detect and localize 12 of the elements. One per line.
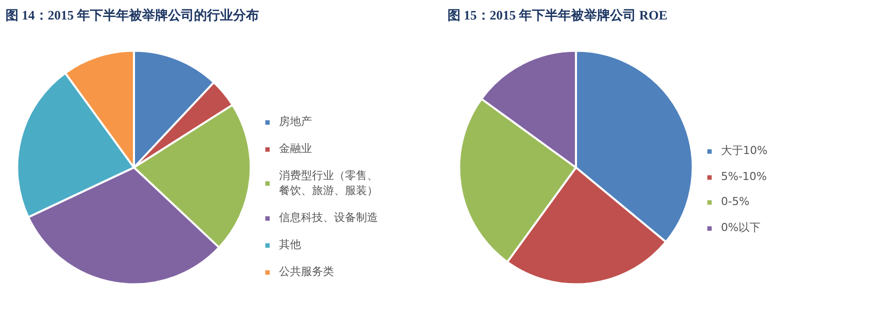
legend-label: 公共服务类 (279, 264, 334, 279)
chart-title: 图 15：2015 年下半年被举牌公司 ROE (448, 8, 668, 22)
legend-label: 消费型行业（零售、餐饮、旅游、服装） (279, 168, 378, 198)
legend-label: 0-5% (721, 195, 750, 208)
legend-label: 其他 (279, 237, 301, 252)
legend-label: 0%以下 (721, 220, 760, 235)
legend-label: 5%-10% (721, 170, 767, 183)
legend-label: 信息科技、设备制造 (279, 210, 378, 225)
legend-label: 房地产 (279, 114, 312, 129)
legend-label: 金融业 (279, 141, 312, 156)
chart-title: 图 14：2015 年下半年被举牌公司的行业分布 (6, 8, 259, 22)
legend-label: 大于10% (721, 143, 768, 158)
